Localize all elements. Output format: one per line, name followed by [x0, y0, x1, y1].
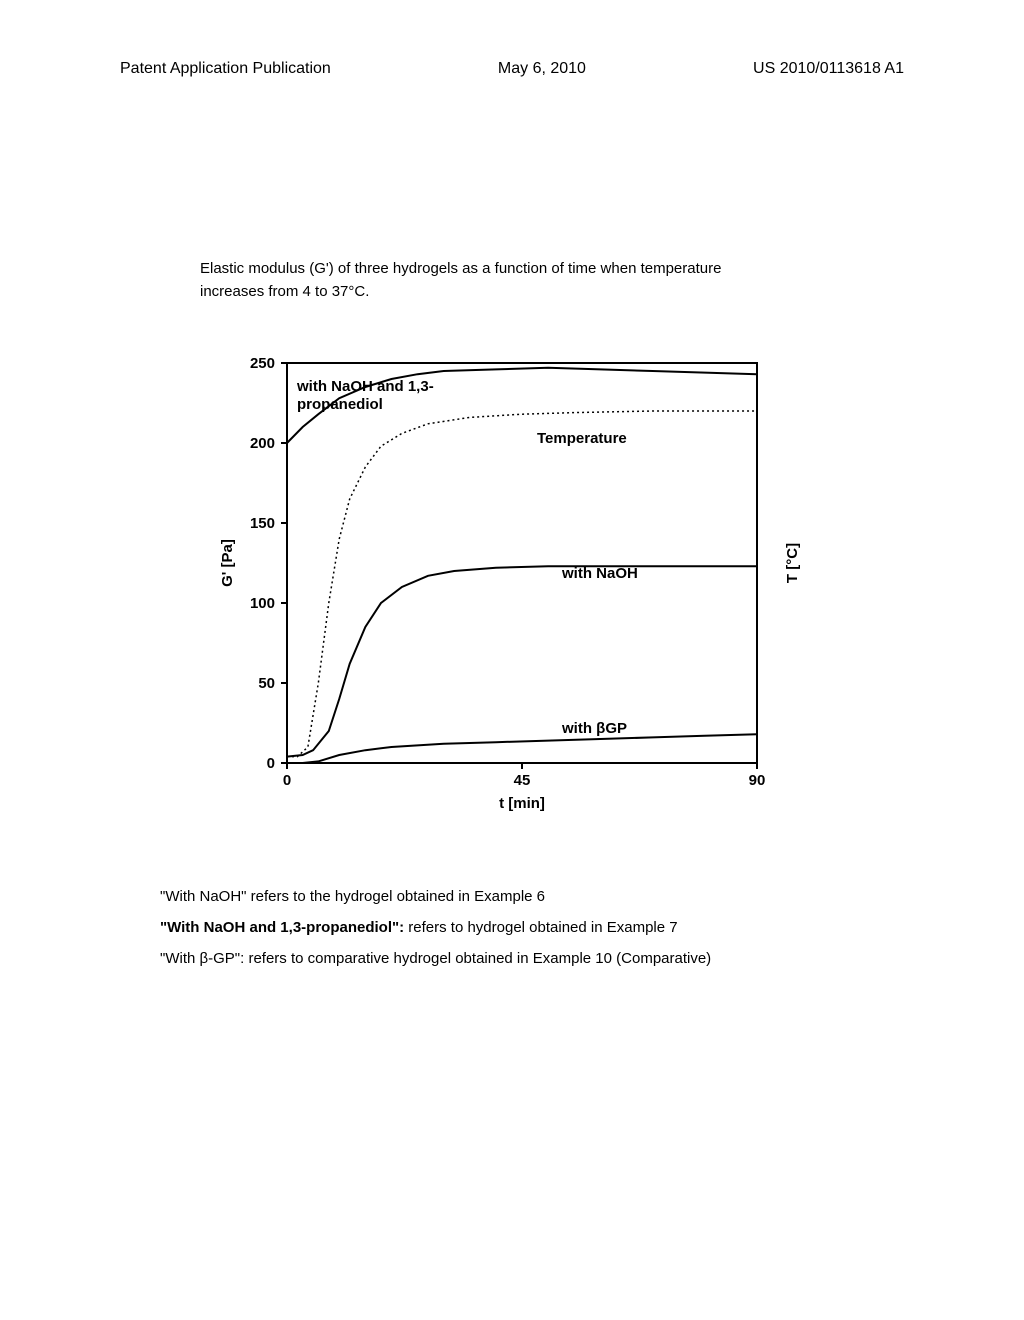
elastic-modulus-chart: 0 50 100 150 200 250 0 45 90 t [min] G' [Pa] T [°C]… — [202, 343, 822, 823]
header-left: Patent Application Publication — [120, 60, 331, 78]
header-center: May 6, 2010 — [498, 60, 586, 78]
svg-text:with NaOH: with NaOH — [561, 565, 638, 582]
svg-text:0: 0 — [267, 755, 275, 772]
note-naoh-propanediol: "With NaOH and 1,3-propanediol": refers … — [160, 914, 874, 941]
note-propanediol-label: "With NaOH and 1,3-propanediol": — [160, 919, 404, 936]
figure-caption: Elastic modulus (G') of three hydrogels … — [200, 258, 844, 303]
note-naoh-label: "With NaOH" — [160, 888, 247, 905]
svg-text:T [°C]: T [°C] — [784, 543, 801, 583]
caption-line1: Elastic modulus (G') of three hydrogels … — [200, 260, 721, 277]
chart-container: 0 50 100 150 200 250 0 45 90 t [min] G' [Pa] T [°C]… — [202, 343, 822, 823]
page-header: Patent Application Publication May 6, 20… — [0, 0, 1024, 98]
note-propanediol-text: refers to hydrogel obtained in Example 7 — [404, 919, 678, 936]
note-bgp: "With β-GP": refers to comparative hydro… — [160, 945, 874, 972]
svg-text:G' [Pa]: G' [Pa] — [219, 539, 236, 587]
caption-line2: increases from 4 to 37°C. — [200, 283, 369, 300]
svg-text:with NaOH and 1,3-: with NaOH and 1,3- — [296, 378, 434, 395]
svg-text:0: 0 — [283, 772, 291, 789]
svg-text:100: 100 — [250, 595, 275, 612]
header-right: US 2010/0113618 A1 — [753, 60, 904, 78]
svg-text:propanediol: propanediol — [297, 396, 383, 413]
svg-text:with βGP: with βGP — [561, 720, 627, 737]
note-naoh-text: refers to the hydrogel obtained in Examp… — [247, 888, 546, 905]
legend-notes: "With NaOH" refers to the hydrogel obtai… — [160, 883, 874, 972]
svg-text:t [min]: t [min] — [499, 795, 545, 812]
svg-text:250: 250 — [250, 355, 275, 372]
svg-text:90: 90 — [749, 772, 766, 789]
svg-text:200: 200 — [250, 435, 275, 452]
note-naoh: "With NaOH" refers to the hydrogel obtai… — [160, 883, 874, 910]
note-bgp-text: refers to comparative hydrogel obtained … — [244, 950, 711, 967]
svg-text:150: 150 — [250, 515, 275, 532]
svg-text:Temperature: Temperature — [537, 430, 627, 447]
note-bgp-label: "With β-GP": — [160, 950, 244, 967]
svg-text:45: 45 — [514, 772, 531, 789]
svg-text:50: 50 — [258, 675, 275, 692]
